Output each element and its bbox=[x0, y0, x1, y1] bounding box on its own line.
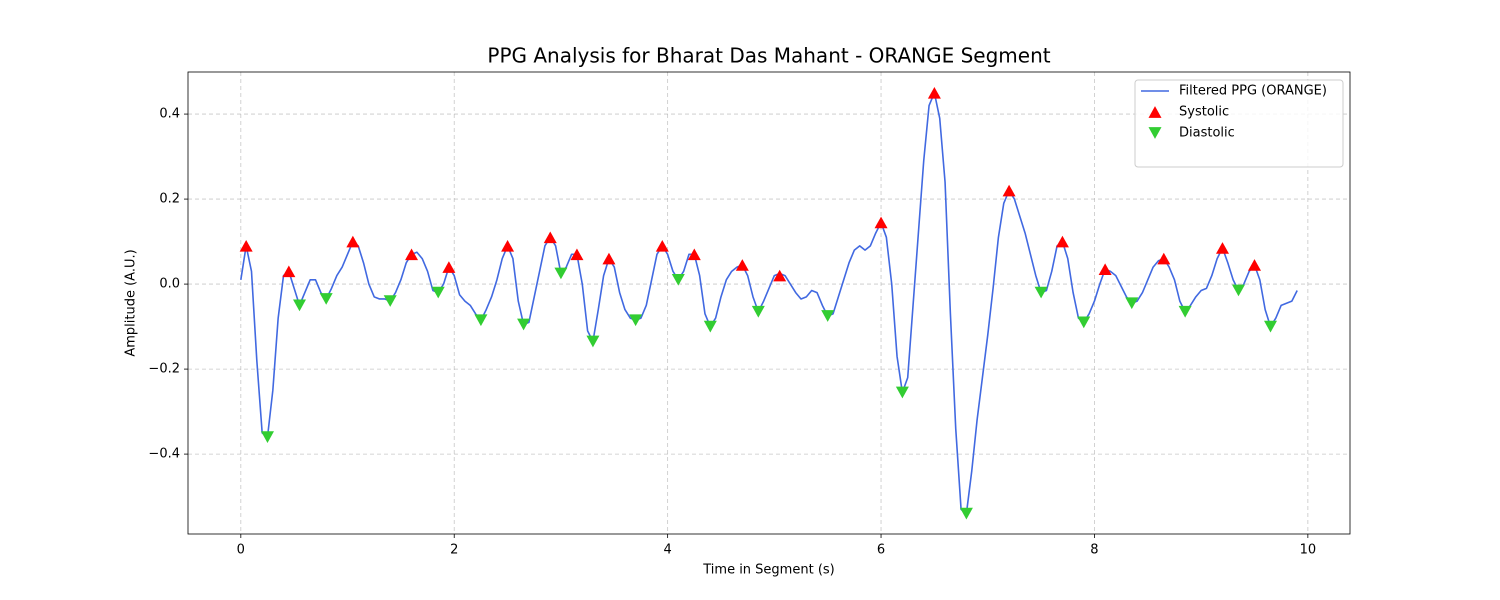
systolic-marker bbox=[570, 248, 584, 261]
x-tick-label: 0 bbox=[237, 543, 245, 558]
y-tick-label: 0.0 bbox=[159, 277, 180, 292]
legend-marker bbox=[1148, 106, 1162, 118]
legend-label: Filtered PPG (ORANGE) bbox=[1179, 84, 1327, 99]
x-tick-label: 6 bbox=[877, 543, 885, 558]
systolic-marker bbox=[602, 252, 616, 265]
diastolic-marker bbox=[1264, 320, 1278, 333]
diastolic-marker bbox=[895, 386, 909, 399]
diastolic-marker bbox=[517, 318, 531, 331]
x-tick-label: 4 bbox=[663, 543, 671, 558]
legend-label: Diastolic bbox=[1179, 126, 1235, 141]
diastolic-marker bbox=[293, 299, 307, 312]
systolic-marker bbox=[735, 259, 749, 271]
x-tick-label: 10 bbox=[1300, 543, 1317, 558]
diastolic-marker bbox=[821, 310, 835, 322]
systolic-marker bbox=[1157, 252, 1171, 265]
legend-label: Systolic bbox=[1179, 105, 1229, 120]
legend-marker bbox=[1148, 127, 1162, 139]
diastolic-marker bbox=[431, 286, 445, 299]
systolic-marker bbox=[239, 239, 253, 252]
systolic-marker bbox=[1248, 259, 1262, 271]
x-axis-label: Time in Segment (s) bbox=[702, 563, 834, 578]
systolic-marker bbox=[501, 239, 515, 252]
diastolic-marker bbox=[383, 295, 397, 307]
y-axis-label: Amplitude (A.U.) bbox=[124, 249, 139, 356]
systolic-marker bbox=[655, 239, 669, 252]
diastolic-marker bbox=[1231, 284, 1245, 297]
diastolic-marker bbox=[554, 267, 568, 280]
systolic-marker bbox=[687, 248, 701, 261]
diastolic-marker bbox=[319, 293, 333, 305]
systolic-marker bbox=[346, 235, 360, 248]
systolic-marker bbox=[282, 265, 296, 278]
x-tick-label: 2 bbox=[450, 543, 458, 558]
y-tick-label: −0.2 bbox=[148, 362, 180, 377]
axes-frame bbox=[187, 71, 1351, 535]
y-tick-label: −0.4 bbox=[148, 447, 180, 462]
diastolic-marker bbox=[751, 305, 765, 318]
diastolic-marker bbox=[671, 273, 685, 286]
diastolic-marker bbox=[1125, 297, 1139, 310]
systolic-marker bbox=[874, 216, 888, 229]
systolic-marker bbox=[1215, 242, 1229, 254]
diastolic-marker bbox=[586, 335, 600, 348]
systolic-marker bbox=[543, 231, 557, 244]
systolic-marker bbox=[1002, 184, 1016, 197]
plot-area: 0 2 4 6 8 10 −0.4 −0.2 0.0 0.2 0.4 bbox=[148, 72, 1350, 558]
diastolic-marker bbox=[474, 314, 488, 327]
diastolic-marker bbox=[959, 507, 973, 520]
ppg-line bbox=[240, 92, 1298, 515]
systolic-marker bbox=[442, 261, 456, 273]
systolic-marker bbox=[1055, 235, 1069, 248]
diastolic-marker bbox=[260, 431, 274, 443]
legend-box bbox=[1134, 79, 1344, 168]
x-tick-label: 8 bbox=[1090, 543, 1098, 558]
systolic-marker bbox=[1098, 263, 1112, 276]
y-tick-label: 0.4 bbox=[159, 107, 180, 122]
y-tick-label: 0.2 bbox=[159, 192, 180, 207]
diastolic-marker bbox=[1034, 286, 1048, 299]
systolic-marker bbox=[927, 86, 941, 99]
diastolic-marker bbox=[629, 314, 643, 327]
diastolic-marker bbox=[703, 320, 717, 333]
diastolic-marker bbox=[1077, 316, 1091, 329]
chart-title: PPG Analysis for Bharat Das Mahant - ORA… bbox=[487, 44, 1050, 68]
systolic-marker bbox=[405, 248, 419, 261]
systolic-marker bbox=[773, 269, 787, 282]
diastolic-marker bbox=[1178, 305, 1192, 318]
legend: Filtered PPG (ORANGE) Systolic Diastolic bbox=[1134, 79, 1344, 168]
